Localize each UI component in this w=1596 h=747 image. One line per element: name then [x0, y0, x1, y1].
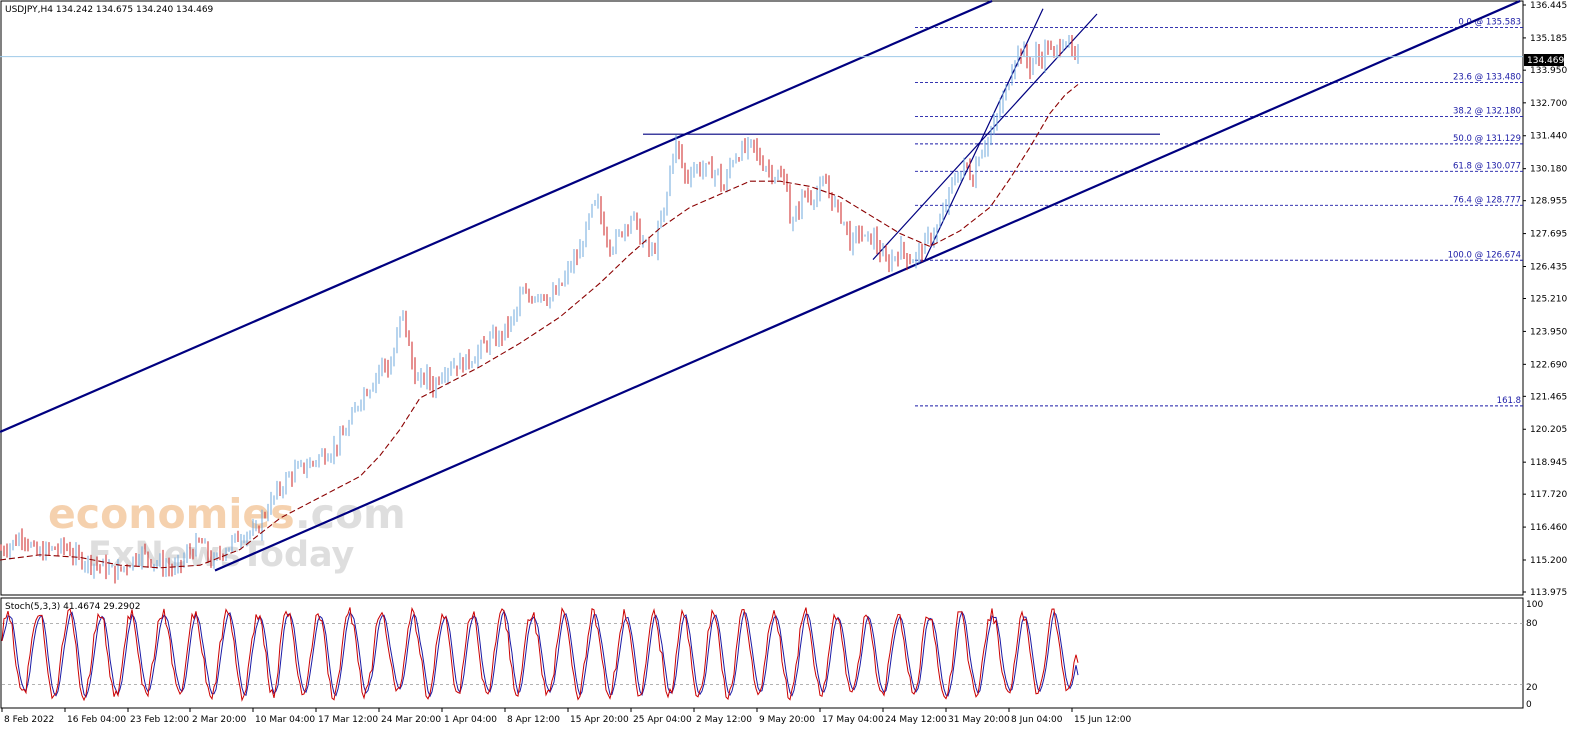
x-tick-label: 2 May 12:00 — [696, 715, 752, 725]
x-tick-label: 23 Feb 12:00 — [130, 715, 189, 725]
stochastic-lines — [1, 606, 1523, 702]
stoch-level-100: 100 — [1526, 600, 1543, 610]
price-axis: 136.445 135.185 133.950 132.700 131.440 130.1… — [1523, 1, 1567, 598]
x-tick-label: 10 Mar 04:00 — [255, 715, 315, 725]
watermark-dotcom: .com — [295, 490, 406, 538]
x-tick-label: 16 Feb 04:00 — [67, 715, 126, 725]
current-price-box — [1524, 54, 1564, 66]
trendline-lower-channel — [214, 0, 1521, 572]
watermark-economies: economies — [48, 490, 295, 538]
trendlines — [0, 0, 1521, 572]
y-tick-label: 128.955 — [1530, 197, 1567, 207]
y-tick-label: 123.950 — [1530, 327, 1567, 337]
x-tick-label: 31 May 20:00 — [948, 715, 1010, 725]
fib-level-label: 0.0 @ 135.583 — [1458, 18, 1521, 28]
y-tick-label: 131.440 — [1530, 132, 1567, 142]
stoch-main-line — [1, 606, 1079, 702]
fib-level-label: 61.8 @ 130.077 — [1453, 161, 1521, 171]
y-tick-label: 116.460 — [1530, 523, 1567, 533]
stoch-label: Stoch(5,3,3) 41.4674 29.2902 — [5, 602, 140, 612]
fib-level-label: 100.0 @ 126.674 — [1448, 250, 1521, 260]
y-tick-label: 121.465 — [1530, 392, 1567, 402]
y-tick-label: 115.200 — [1530, 556, 1567, 566]
x-tick-label: 8 Apr 12:00 — [507, 715, 560, 725]
x-tick-label: 8 Jun 04:00 — [1011, 715, 1063, 725]
y-tick-label: 132.700 — [1530, 99, 1567, 109]
y-tick-label: 127.695 — [1530, 230, 1567, 240]
stoch-level-0: 0 — [1526, 700, 1532, 710]
x-tick-label: 8 Feb 2022 — [4, 715, 54, 725]
time-axis: 8 Feb 2022 16 Feb 04:00 23 Feb 12:00 2 Mar … — [1, 708, 1131, 725]
y-tick-label: 122.690 — [1530, 360, 1567, 370]
y-tick-label: 130.180 — [1530, 165, 1567, 175]
symbol-info: USDJPY,H4 134.242 134.675 134.240 134.46… — [5, 5, 214, 15]
x-tick-label: 15 Apr 20:00 — [570, 715, 629, 725]
y-tick-label: 120.205 — [1530, 425, 1567, 435]
x-tick-label: 25 Apr 04:00 — [633, 715, 692, 725]
fib-level-label: 50.0 @ 131.129 — [1453, 134, 1521, 144]
x-tick-label: 2 Mar 20:00 — [192, 715, 247, 725]
watermark: economies .com FxNewsToday — [48, 490, 406, 575]
y-tick-label: 135.185 — [1530, 34, 1567, 44]
x-tick-label: 1 Apr 04:00 — [444, 715, 497, 725]
x-tick-label: 15 Jun 12:00 — [1074, 715, 1131, 725]
candles — [0, 35, 1079, 584]
fib-level-label: 23.6 @ 133.480 — [1453, 72, 1521, 82]
x-tick-label: 24 May 12:00 — [885, 715, 947, 725]
y-tick-label: 126.435 — [1530, 262, 1567, 272]
stoch-level-80: 80 — [1526, 619, 1538, 629]
y-tick-label: 133.950 — [1530, 66, 1567, 76]
trendline-upper-channel — [0, 0, 993, 434]
trendline-minor-channel-lower — [924, 8, 1044, 260]
current-price-label: 134.469 — [1527, 56, 1564, 66]
watermark-fxnewstoday: FxNewsToday — [88, 535, 355, 575]
y-tick-label: 118.945 — [1530, 458, 1567, 468]
y-tick-label: 113.975 — [1530, 588, 1567, 598]
x-tick-label: 17 Mar 12:00 — [318, 715, 378, 725]
stoch-signal-line — [1, 609, 1079, 698]
x-tick-label: 24 Mar 20:00 — [381, 715, 441, 725]
ma-line — [0, 84, 1079, 569]
fibonacci-levels: 0.0 @ 135.583 23.6 @ 133.480 38.2 @ 132.18… — [915, 18, 1523, 407]
y-tick-label: 117.720 — [1530, 490, 1567, 500]
y-tick-label: 125.210 — [1530, 295, 1567, 305]
stoch-level-20: 20 — [1526, 683, 1538, 693]
y-tick-label: 136.445 — [1530, 1, 1567, 11]
fib-level-label: 161.8 — [1497, 396, 1521, 406]
fib-level-label: 38.2 @ 132.180 — [1453, 106, 1521, 116]
moving-average — [0, 84, 1079, 569]
x-tick-label: 17 May 04:00 — [822, 715, 884, 725]
x-tick-label: 9 May 20:00 — [759, 715, 815, 725]
fib-level-label: 76.4 @ 128.777 — [1453, 195, 1521, 205]
